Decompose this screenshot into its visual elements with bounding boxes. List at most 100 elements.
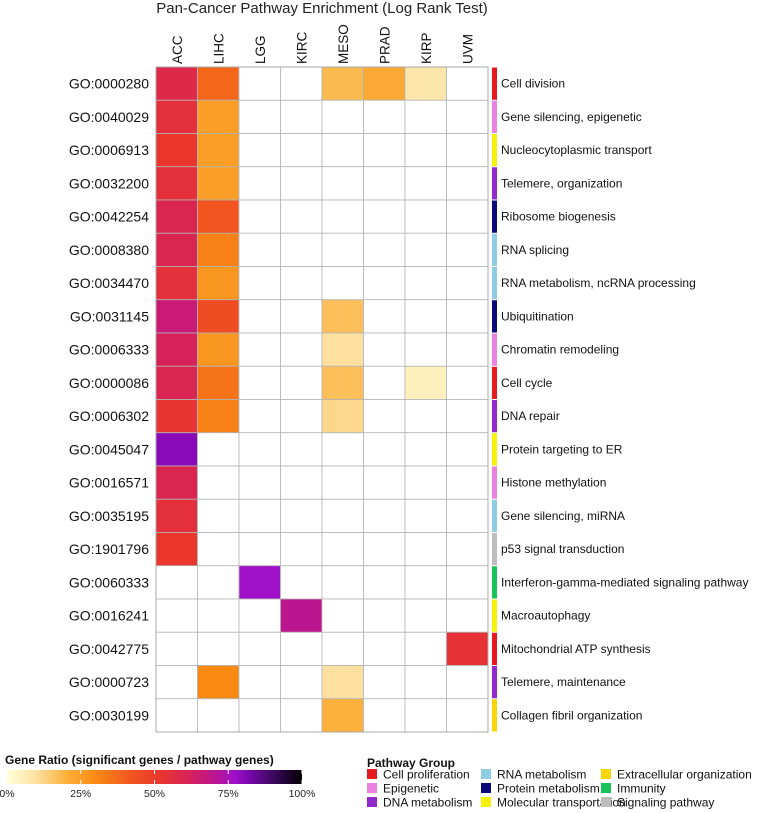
pathway-description: Histone methylation	[501, 476, 606, 490]
heatmap-cell	[363, 66, 406, 101]
heatmap-cell	[197, 631, 240, 666]
heatmap-cell	[404, 598, 447, 633]
heatmap-cell	[363, 365, 406, 400]
heatmap-cell	[446, 166, 489, 201]
column-label-prad: PRAD	[377, 26, 392, 64]
heatmap-cell	[155, 665, 198, 700]
heatmap-cell	[363, 133, 406, 168]
heatmap-cell	[321, 631, 364, 666]
heatmap-cell	[446, 365, 489, 400]
pathway-description: Interferon-gamma-mediated signaling path…	[501, 575, 748, 589]
heatmap-cell	[446, 532, 489, 567]
heatmap-cell	[280, 133, 323, 168]
heatmap-cell	[280, 365, 323, 400]
heatmap-cell	[238, 299, 281, 334]
legend-label: Cell proliferation	[383, 768, 470, 782]
heatmap-cell	[155, 166, 198, 201]
heatmap-cell	[197, 133, 240, 168]
heatmap-cell	[155, 698, 198, 733]
heatmap-cell	[321, 532, 364, 567]
heatmap-cell	[155, 598, 198, 633]
legend-label: RNA metabolism	[497, 768, 586, 782]
pathway-group-bars	[492, 67, 497, 732]
colorbar-tick-label: 50%	[144, 788, 165, 800]
colorbar-tick-label: 75%	[218, 788, 239, 800]
pathway-description: Cell division	[501, 77, 565, 91]
heatmap-cell	[446, 332, 489, 367]
heatmap-cell	[363, 465, 406, 500]
heatmap-cell	[321, 698, 364, 733]
pathway-description: Cell cycle	[501, 376, 553, 390]
row-label-go-id: GO:0006333	[69, 342, 149, 358]
heatmap-cell	[363, 232, 406, 267]
heatmap-cell	[155, 99, 198, 134]
row-label-go-id: GO:0034470	[69, 275, 149, 291]
heatmap-cell	[238, 665, 281, 700]
heatmap-cell	[363, 399, 406, 434]
heatmap-cell	[280, 465, 323, 500]
heatmap-cell	[197, 199, 240, 234]
heatmap-cell	[321, 99, 364, 134]
heatmap-cell	[446, 299, 489, 334]
heatmap-cell	[446, 665, 489, 700]
legend-label: Protein metabolism	[497, 782, 600, 796]
heatmap-cell	[446, 133, 489, 168]
legend-swatch	[367, 797, 377, 807]
heatmap-cell	[155, 299, 198, 334]
heatmap-cell	[363, 598, 406, 633]
legend-label: Molecular transportation	[497, 796, 626, 810]
heatmap-cell	[404, 532, 447, 567]
heatmap-cell	[321, 199, 364, 234]
chart-title: Pan-Cancer Pathway Enrichment (Log Rank …	[156, 0, 488, 17]
heatmap-cell	[321, 498, 364, 533]
heatmap-cell	[404, 299, 447, 334]
heatmap-cell	[238, 698, 281, 733]
heatmap-cell	[197, 598, 240, 633]
column-label-acc: ACC	[170, 35, 185, 64]
pathway-group-marker	[492, 699, 497, 732]
pathway-description-labels: Cell division Gene silencing, epigenetic N…	[501, 77, 748, 723]
heatmap-cell	[238, 232, 281, 267]
colorbar-tick-label: 100%	[289, 788, 316, 800]
heatmap-cell	[321, 266, 364, 301]
heatmap-cell	[404, 698, 447, 733]
heatmap-cell	[446, 498, 489, 533]
legend-swatch	[481, 783, 491, 793]
heatmap-cell	[446, 266, 489, 301]
heatmap-cell	[404, 631, 447, 666]
heatmap-cell	[321, 166, 364, 201]
colorbar-tick-label: 25%	[70, 788, 91, 800]
pathway-description: Telemere, organization	[501, 176, 622, 190]
heatmap-cell	[446, 698, 489, 733]
legend-swatch	[601, 783, 611, 793]
heatmap-cell	[155, 266, 198, 301]
heatmap-cell	[280, 199, 323, 234]
heatmap-cell	[363, 698, 406, 733]
heatmap-cell	[197, 166, 240, 201]
heatmap-cell	[363, 199, 406, 234]
row-label-go-id: GO:0006302	[69, 408, 149, 424]
column-label-uvm: UVM	[460, 34, 475, 64]
column-label-meso: MESO	[336, 24, 351, 64]
heatmap-cell	[238, 133, 281, 168]
pathway-description: Ribosome biogenesis	[501, 210, 616, 224]
pathway-group-marker	[492, 466, 497, 499]
heatmap-cell	[280, 665, 323, 700]
heatmap-cell	[404, 432, 447, 467]
row-label-go-id: GO:0042254	[69, 209, 149, 225]
gene-ratio-colorbar: Gene Ratio (significant genes / pathway …	[0, 753, 315, 800]
legend-swatch	[481, 797, 491, 807]
pathway-group-marker	[492, 134, 497, 167]
pathway-description: DNA repair	[501, 409, 560, 423]
pathway-description: Protein targeting to ER	[501, 442, 623, 456]
legend-label: Epigenetic	[383, 782, 439, 796]
heatmap-cell	[197, 332, 240, 367]
pathway-description: RNA splicing	[501, 243, 569, 257]
heatmap-cell	[197, 665, 240, 700]
row-label-go-id: GO:0042775	[69, 641, 149, 657]
heatmap-cell	[404, 166, 447, 201]
heatmap-cell	[321, 66, 364, 101]
heatmap-cell	[280, 299, 323, 334]
heatmap-cell	[404, 266, 447, 301]
heatmap-cell	[446, 66, 489, 101]
